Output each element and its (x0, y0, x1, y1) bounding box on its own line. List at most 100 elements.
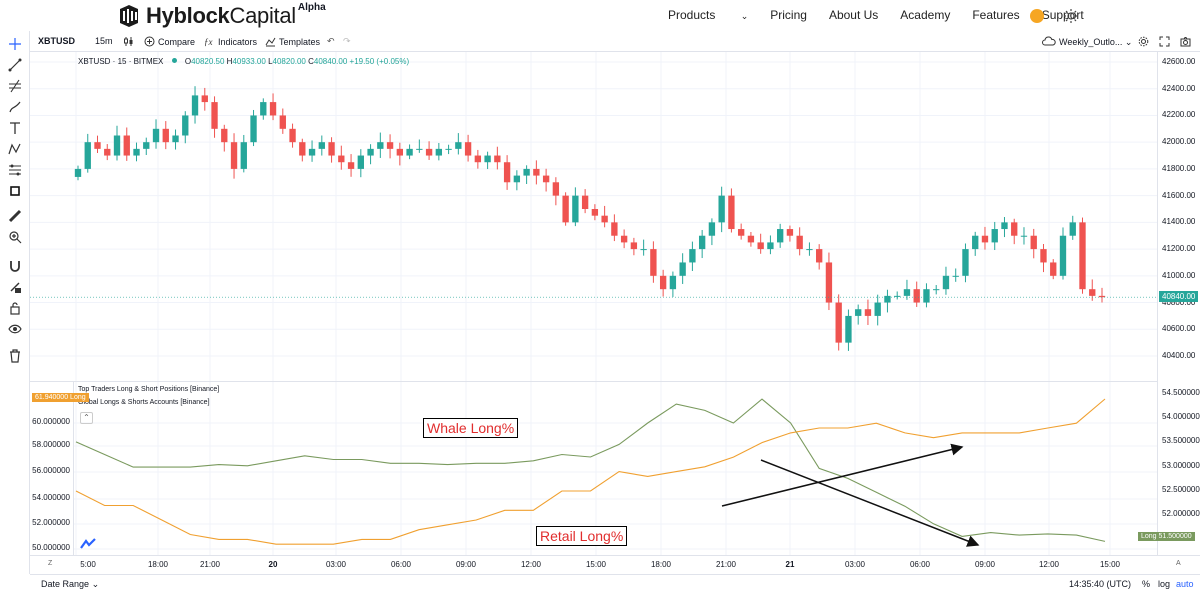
price-axis-tick: 42400.00 (1162, 83, 1196, 93)
candle-body (757, 242, 764, 250)
date-range-button[interactable]: Date Range ⌄ (41, 579, 100, 589)
candle-body (962, 249, 969, 276)
user-avatar-icon[interactable] (1030, 9, 1044, 23)
candle-body (357, 155, 364, 169)
cloud-icon (1042, 36, 1056, 46)
layout-select[interactable]: Weekly_Outlo... ⌄ (1042, 36, 1132, 48)
candle-body (855, 309, 862, 316)
candle-body (698, 235, 706, 250)
screenshot-icon[interactable] (1180, 36, 1194, 47)
candle-body (747, 235, 755, 243)
candle-body (718, 195, 725, 223)
compare-button[interactable]: Compare (144, 36, 195, 47)
legend-low: 40820.00 (272, 57, 306, 66)
candle-body (572, 195, 579, 223)
fullscreen-icon[interactable] (1159, 36, 1173, 47)
candle-body (269, 102, 277, 116)
camera-icon (1180, 37, 1191, 47)
nav-pricing[interactable]: Pricing (770, 8, 807, 22)
lock-drawing-icon[interactable] (8, 280, 22, 294)
shape-tool-icon[interactable] (8, 184, 22, 198)
nav-features[interactable]: Features (972, 8, 1020, 22)
candle-body (620, 235, 628, 243)
eye-icon[interactable] (8, 322, 22, 336)
text-tool-icon[interactable] (8, 121, 22, 135)
candle-body (494, 155, 501, 163)
candle-body (630, 242, 638, 250)
prediction-tool-icon[interactable] (8, 163, 22, 177)
lock-icon[interactable] (8, 301, 22, 315)
settings-gear-icon[interactable] (1138, 36, 1152, 47)
candle-body (289, 128, 296, 143)
candle-body (308, 148, 316, 156)
trendline-icon[interactable] (8, 58, 22, 72)
zoom-in-icon[interactable] (8, 230, 22, 244)
ruler-icon[interactable] (8, 209, 22, 223)
magnet-icon[interactable] (8, 259, 22, 273)
nav-about[interactable]: About Us (828, 8, 879, 22)
fib-tool-icon[interactable] (8, 79, 22, 93)
price-axis-tick: 42000.00 (1162, 137, 1196, 147)
percent-toggle[interactable]: % (1142, 579, 1151, 589)
price-axis-tick: 42200.00 (1162, 110, 1196, 120)
hyblock-logo-icon (120, 4, 138, 27)
nav-academy[interactable]: Academy (900, 8, 951, 22)
candle-body (191, 95, 199, 116)
candle-body (874, 302, 881, 316)
candle-body (133, 148, 140, 156)
candle-body (172, 135, 179, 143)
log-toggle[interactable]: log (1158, 579, 1171, 589)
crosshair-icon[interactable] (8, 37, 22, 51)
undo-icon[interactable]: ↶ (327, 36, 335, 46)
nav-products[interactable]: Products ⌄ (668, 8, 749, 22)
left-axis-tick: 54.000000 (32, 493, 70, 502)
indicator-axis-tick: 52.500000 (1162, 485, 1200, 494)
indicator-label-top-traders: Top Traders Long & Short Positions [Bina… (78, 386, 220, 393)
trash-icon[interactable] (8, 349, 22, 363)
indicators-button[interactable]: ƒx Indicators (204, 37, 258, 47)
indicator-pane[interactable]: Top Traders Long & Short Positions [Bina… (30, 381, 1157, 556)
a-button[interactable]: A (1176, 560, 1181, 567)
candle-body (679, 262, 686, 276)
candle-body (338, 155, 345, 163)
collapse-indicator-button[interactable]: ⌃ (80, 412, 93, 424)
brand-logo[interactable]: HyblockCapital Alpha (117, 2, 326, 29)
candle-body (952, 275, 959, 277)
interval-select[interactable]: 15m (95, 36, 113, 46)
left-axis-tick: 52.000000 (32, 518, 70, 527)
theme-toggle-icon[interactable] (1063, 8, 1079, 24)
candle-body (104, 148, 111, 156)
candle-body (425, 148, 433, 156)
price-pane[interactable]: XBTUSD · 15 · BITMEX O40820.50 H40933.00… (30, 52, 1157, 381)
candle-body (377, 142, 384, 149)
candle-body (933, 289, 940, 291)
candle-body (1079, 222, 1086, 290)
price-axis-tick: 41800.00 (1162, 163, 1196, 173)
retail-value-tag: 61.940000 Long (32, 393, 89, 402)
chevron-down-icon: ⌄ (1124, 37, 1133, 47)
candle-body (825, 262, 833, 303)
time-axis[interactable]: Z A 5:00 18:00 21:00 20 03:00 06:00 09:00 12:00… (30, 555, 1200, 574)
candle-body (386, 142, 394, 149)
candle-body (894, 295, 901, 297)
svg-text:ƒx: ƒx (204, 37, 213, 47)
retail-long-line (75, 398, 1106, 545)
templates-button[interactable]: Templates (265, 36, 320, 47)
auto-toggle[interactable]: auto (1176, 579, 1194, 589)
chart-type-button[interactable] (123, 36, 137, 47)
symbol-search[interactable]: XBTUSD (38, 36, 76, 46)
candle-body (211, 102, 218, 129)
brush-icon[interactable] (8, 100, 22, 114)
z-button[interactable]: Z (48, 560, 53, 567)
candle-body (552, 182, 560, 196)
expand-icon (1159, 36, 1170, 47)
candle-body (942, 275, 950, 290)
brand-name: HyblockCapital (146, 2, 296, 28)
redo-icon[interactable]: ↷ (343, 36, 351, 46)
price-axis[interactable]: 42600.00 42400.00 42200.00 42000.00 41800.00… (1138, 52, 1200, 555)
candle-body (1089, 289, 1096, 296)
candle-body (796, 235, 803, 250)
candle-body (152, 128, 160, 143)
pattern-tool-icon[interactable] (8, 142, 22, 156)
candle-body (299, 142, 306, 156)
